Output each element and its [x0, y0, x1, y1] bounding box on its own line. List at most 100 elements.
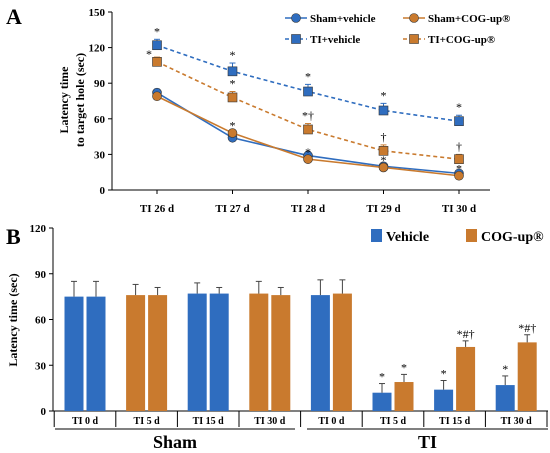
bar [517, 342, 537, 411]
significance-mark: † [381, 130, 387, 144]
data-point [454, 116, 464, 126]
legend-label: TI+COG-up® [428, 34, 495, 46]
legend-marker [409, 13, 419, 23]
significance-mark: *† [302, 109, 314, 123]
panel-b-ticks: 0 30 60 90 120 [30, 223, 53, 418]
panel-b-y-tick-label: 0 [41, 406, 47, 418]
panel-a-y-label-line1: Latency time [57, 66, 71, 134]
bar [332, 293, 352, 411]
panel-a-x-tick-label: TI 30 d [442, 203, 476, 215]
panel-a-series [152, 38, 464, 181]
bar [495, 385, 515, 411]
bar [394, 382, 414, 411]
panel-b-sections: Sham TI [55, 428, 548, 452]
significance-mark: * [305, 69, 311, 83]
series-line-3 [156, 61, 460, 160]
section-label: TI [418, 432, 437, 452]
panel-a-legend: Sham+vehicle Sham+COG-up® TI+vehicle TI+COG… [285, 13, 510, 46]
data-point [454, 170, 464, 181]
significance-mark: * [456, 100, 462, 114]
panel-a-y-tick-label: 0 [100, 185, 106, 197]
legend-swatch [371, 229, 382, 242]
data-point [152, 57, 162, 67]
bar [372, 392, 392, 411]
data-point [303, 124, 313, 135]
bar [126, 295, 146, 411]
bar [209, 293, 229, 411]
bar [456, 346, 476, 411]
panel-a-y-axis-label: Latency time to target hole (sec) [57, 53, 87, 147]
bar [434, 389, 454, 411]
data-point [454, 154, 464, 164]
bar [148, 295, 168, 411]
significance-mark: * [146, 47, 152, 61]
data-point [227, 92, 238, 103]
section-label: Sham [153, 432, 197, 452]
significance-mark: † [456, 139, 462, 153]
panel-b-y-tick-label: 30 [35, 360, 47, 372]
panel-b-legend: Vehicle COG-up® [371, 229, 544, 245]
category-label: TI 0 d [318, 416, 345, 427]
data-point [378, 146, 389, 156]
significance-mark: * [230, 77, 236, 91]
panel-b-y-tick-label: 90 [35, 269, 47, 281]
data-point [227, 66, 238, 77]
panel-a-letter: A [6, 4, 22, 29]
bar [86, 296, 106, 411]
significance-mark: * [381, 88, 387, 102]
panel-b-bars: * * * *#† * *#† [64, 279, 537, 411]
significance-mark: * [502, 362, 508, 376]
data-point [378, 162, 389, 173]
panel-a-y-tick-label: 120 [89, 43, 106, 55]
panel-a-y-tick-label: 30 [94, 149, 106, 161]
panel-a-y-tick-label: 90 [94, 78, 106, 90]
significance-mark: * [154, 24, 160, 38]
legend-marker [291, 34, 301, 44]
legend-label: Sham+COG-up® [428, 13, 510, 25]
panel-a-y-tick-label: 60 [94, 114, 106, 126]
bar [64, 296, 84, 411]
significance-mark: * [230, 48, 236, 62]
legend-label: COG-up® [481, 230, 544, 245]
category-label: TI 30 d [501, 416, 533, 427]
category-label: TI 5 d [380, 416, 407, 427]
panel-b-y-tick-label: 120 [30, 223, 47, 235]
panel-a-y-tick-label: 150 [89, 7, 106, 19]
legend-swatch [466, 229, 477, 242]
bar [271, 295, 291, 411]
panel-a-x-tick-label: TI 27 d [215, 203, 249, 215]
bar [249, 293, 269, 411]
significance-mark: *#† [518, 321, 536, 335]
significance-mark: * [230, 119, 236, 133]
category-label: TI 5 d [134, 416, 161, 427]
panel-b-category-labels: TI 0 d TI 5 d TI 15 d TI 30 d TI 0 d TI 5 d TI… [53, 411, 548, 427]
panel-a: A Latency time to target hole (sec) 0 30 6… [6, 4, 510, 215]
panel-a-x-tick-label: TI 26 d [140, 203, 174, 215]
data-point [152, 40, 162, 51]
category-label: TI 30 d [254, 416, 286, 427]
data-point [227, 128, 238, 138]
panel-b-letter: B [6, 224, 21, 249]
significance-mark: * [379, 370, 385, 384]
category-label: TI 0 d [72, 416, 99, 427]
legend-marker [409, 34, 419, 44]
data-point [378, 105, 389, 116]
significance-mark: *#† [457, 327, 475, 341]
data-point [303, 154, 313, 164]
panel-b-y-tick-label: 60 [35, 315, 47, 327]
legend-marker [291, 13, 301, 23]
category-label: TI 15 d [439, 416, 471, 427]
legend-label: TI+vehicle [310, 34, 360, 46]
bar [310, 295, 330, 411]
significance-mark: * [305, 145, 311, 159]
legend-label: Sham+vehicle [310, 13, 376, 25]
panel-a-annotations: ** ****†*†*†**** [146, 24, 462, 175]
panel-a-axes [111, 12, 490, 191]
significance-mark: * [401, 360, 407, 374]
panel-a-x-tick-label: TI 29 d [366, 203, 400, 215]
significance-mark: * [381, 153, 387, 167]
significance-mark: * [456, 161, 462, 175]
legend-label: Vehicle [386, 230, 429, 245]
panel-b-y-axis-label: Latency time (sec) [6, 273, 20, 366]
